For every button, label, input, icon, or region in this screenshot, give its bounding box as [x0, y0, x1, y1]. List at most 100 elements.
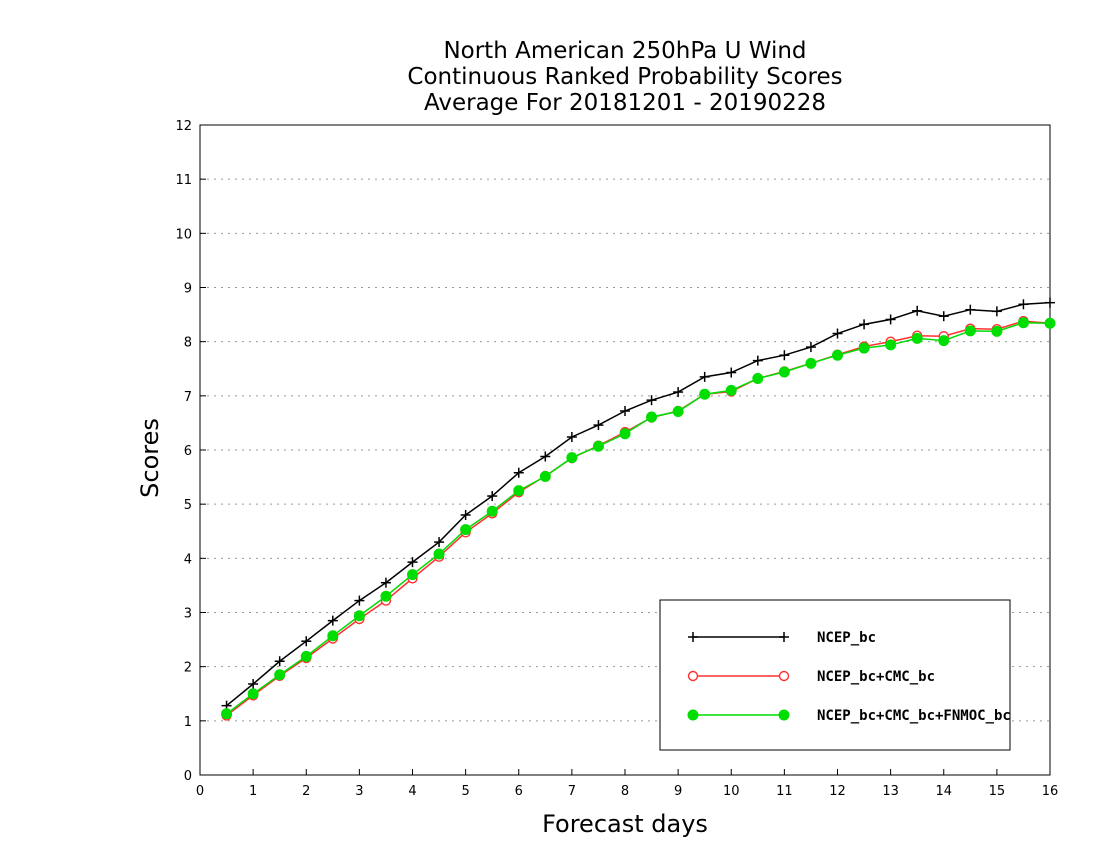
data-point-ncep-bc-cmc-bc-fnmoc-bc-21 — [778, 366, 790, 378]
data-point-ncep-bc-cmc-bc-fnmoc-bc-9 — [460, 524, 472, 536]
data-point-ncep-bc-13 — [566, 432, 577, 442]
data-point-ncep-bc-cmc-bc-fnmoc-bc-27 — [938, 335, 950, 347]
data-point-ncep-bc-cmc-bc-fnmoc-bc-11 — [513, 485, 525, 497]
data-point-ncep-bc-2 — [274, 656, 285, 667]
data-point-ncep-bc-cmc-bc-fnmoc-bc-26 — [911, 332, 923, 344]
data-point-ncep-bc-cmc-bc-fnmoc-bc-22 — [805, 357, 817, 369]
x-axis: 0 1 2 3 4 5 6 7 8 9 10 11 12 13 14 15 16 — [196, 769, 1058, 799]
data-point-ncep-bc-cmc-bc-fnmoc-bc-30 — [1017, 317, 1029, 329]
y-tick-label-1: 1 — [184, 715, 192, 730]
data-point-ncep-bc-cmc-bc-fnmoc-bc-10 — [486, 505, 498, 517]
y-tick-label-9: 9 — [184, 282, 192, 297]
x-tick-label-1: 1 — [249, 784, 257, 799]
data-point-ncep-bc-cmc-bc-fnmoc-bc-4 — [327, 630, 339, 642]
data-point-ncep-bc-11 — [513, 467, 524, 478]
x-tick-label-12: 12 — [829, 784, 846, 799]
y-tick-label-8: 8 — [184, 336, 192, 351]
x-axis-title: Forecast days — [542, 810, 708, 838]
legend-marker-right-ncep-bc — [779, 632, 789, 642]
data-point-ncep-bc-27 — [938, 311, 949, 322]
data-point-ncep-bc-4 — [327, 615, 338, 626]
x-tick-label-14: 14 — [935, 784, 952, 799]
y-tick-label-3: 3 — [184, 607, 192, 622]
data-point-ncep-bc-16 — [646, 395, 657, 406]
data-point-ncep-bc-22 — [805, 342, 816, 353]
x-tick-label-4: 4 — [408, 784, 416, 799]
data-point-ncep-bc-cmc-bc-fnmoc-bc-18 — [699, 388, 711, 400]
data-point-ncep-bc-20 — [752, 355, 763, 366]
x-tick-label-10: 10 — [723, 784, 740, 799]
data-point-ncep-bc-cmc-bc-fnmoc-bc-2 — [274, 669, 286, 681]
legend-label-ncep-bc-cmc-bc: NCEP_bc+CMC_bc — [817, 669, 935, 685]
title-line-1: North American 250hPa U Wind — [443, 38, 806, 64]
x-tick-label-8: 8 — [621, 784, 629, 799]
data-point-ncep-bc-29 — [991, 306, 1002, 317]
x-tick-label-11: 11 — [776, 784, 793, 799]
legend-label-ncep-bc-cmc-bc-fnmoc-bc: NCEP_bc+CMC_bc+FNMOC_bc — [817, 708, 1011, 724]
data-point-ncep-bc-23 — [832, 328, 843, 339]
data-point-ncep-bc-cmc-bc-fnmoc-bc-16 — [646, 411, 658, 423]
series — [221, 297, 1056, 721]
data-point-ncep-bc-cmc-bc-fnmoc-bc-25 — [885, 339, 897, 351]
data-point-ncep-bc-19 — [726, 367, 737, 378]
x-tick-label-7: 7 — [568, 784, 576, 799]
title-line-2: Continuous Ranked Probability Scores — [407, 64, 842, 90]
data-point-ncep-bc-12 — [540, 451, 551, 462]
data-point-ncep-bc-9 — [460, 510, 471, 520]
data-point-ncep-bc-cmc-bc-fnmoc-bc-3 — [300, 650, 312, 662]
y-tick-label-5: 5 — [184, 498, 192, 513]
x-tick-label-9: 9 — [674, 784, 682, 799]
x-tick-label-5: 5 — [461, 784, 469, 799]
legend-box — [659, 599, 1011, 751]
data-point-ncep-bc-cmc-bc-fnmoc-bc-15 — [619, 428, 631, 440]
data-point-ncep-bc-10 — [487, 491, 498, 502]
y-tick-label-0: 0 — [184, 769, 192, 784]
data-point-ncep-bc-cmc-bc-fnmoc-bc-28 — [964, 325, 976, 337]
x-tick-label-3: 3 — [355, 784, 363, 799]
legend-marker-right-ncep-bc-cmc-bc-fnmoc-bc — [778, 709, 790, 721]
data-point-ncep-bc-cmc-bc-fnmoc-bc-31 — [1044, 317, 1056, 329]
data-point-ncep-bc-cmc-bc-fnmoc-bc-8 — [433, 548, 445, 560]
title-line-3: Average For 20181201 - 20190228 — [424, 90, 826, 116]
data-point-ncep-bc-31 — [1045, 297, 1055, 308]
y-tick-label-10: 10 — [175, 227, 192, 242]
data-point-ncep-bc-17 — [673, 387, 684, 398]
data-point-ncep-bc-cmc-bc-fnmoc-bc-5 — [353, 610, 365, 622]
data-point-ncep-bc-24 — [859, 319, 870, 330]
data-point-ncep-bc-3 — [301, 636, 312, 647]
legend-entry-ncep-bc-cmc-bc: NCEP_bc+CMC_bc — [687, 669, 935, 685]
legend-marker-left-ncep-bc-cmc-bc — [687, 670, 699, 682]
x-tick-label-6: 6 — [515, 784, 523, 799]
data-point-ncep-bc-cmc-bc-fnmoc-bc-23 — [832, 349, 843, 361]
data-point-ncep-bc-7 — [407, 557, 418, 568]
data-point-ncep-bc-cmc-bc-fnmoc-bc-6 — [380, 590, 392, 602]
y-axis-title: Scores — [136, 418, 164, 498]
legend-label-ncep-bc: NCEP_bc — [817, 630, 876, 646]
data-point-ncep-bc-1 — [248, 679, 259, 689]
data-point-ncep-bc-30 — [1018, 299, 1029, 310]
y-tick-label-12: 12 — [175, 119, 192, 134]
legend-marker-left-ncep-bc-cmc-bc-fnmoc-bc — [687, 709, 699, 721]
data-point-ncep-bc-15 — [620, 406, 630, 416]
data-point-ncep-bc-5 — [354, 595, 365, 606]
x-tick-label-15: 15 — [989, 784, 1006, 799]
data-point-ncep-bc-14 — [593, 420, 604, 431]
x-tick-label-0: 0 — [196, 784, 204, 799]
data-point-ncep-bc-cmc-bc-fnmoc-bc-1 — [247, 688, 259, 700]
data-point-ncep-bc-cmc-bc-fnmoc-bc-12 — [539, 471, 551, 483]
y-tick-label-4: 4 — [184, 552, 192, 567]
legend-marker-right-ncep-bc-cmc-bc — [778, 670, 790, 682]
legend-marker-left-ncep-bc — [688, 632, 698, 642]
y-tick-label-7: 7 — [184, 390, 192, 405]
data-point-ncep-bc-cmc-bc-fnmoc-bc-7 — [407, 569, 418, 581]
x-tick-label-2: 2 — [302, 784, 310, 799]
data-point-ncep-bc-cmc-bc-fnmoc-bc-13 — [566, 452, 578, 464]
data-point-ncep-bc-cmc-bc-fnmoc-bc-19 — [725, 384, 737, 396]
legend-entry-ncep-bc: NCEP_bc — [688, 630, 876, 646]
data-point-ncep-bc-6 — [380, 577, 391, 588]
y-tick-label-11: 11 — [175, 173, 192, 188]
data-point-ncep-bc-cmc-bc-fnmoc-bc-17 — [672, 406, 684, 418]
legend: NCEP_bc NCEP_bc+CMC_bc NCEP_bc+CMC_bc+FNMO… — [659, 599, 1011, 751]
